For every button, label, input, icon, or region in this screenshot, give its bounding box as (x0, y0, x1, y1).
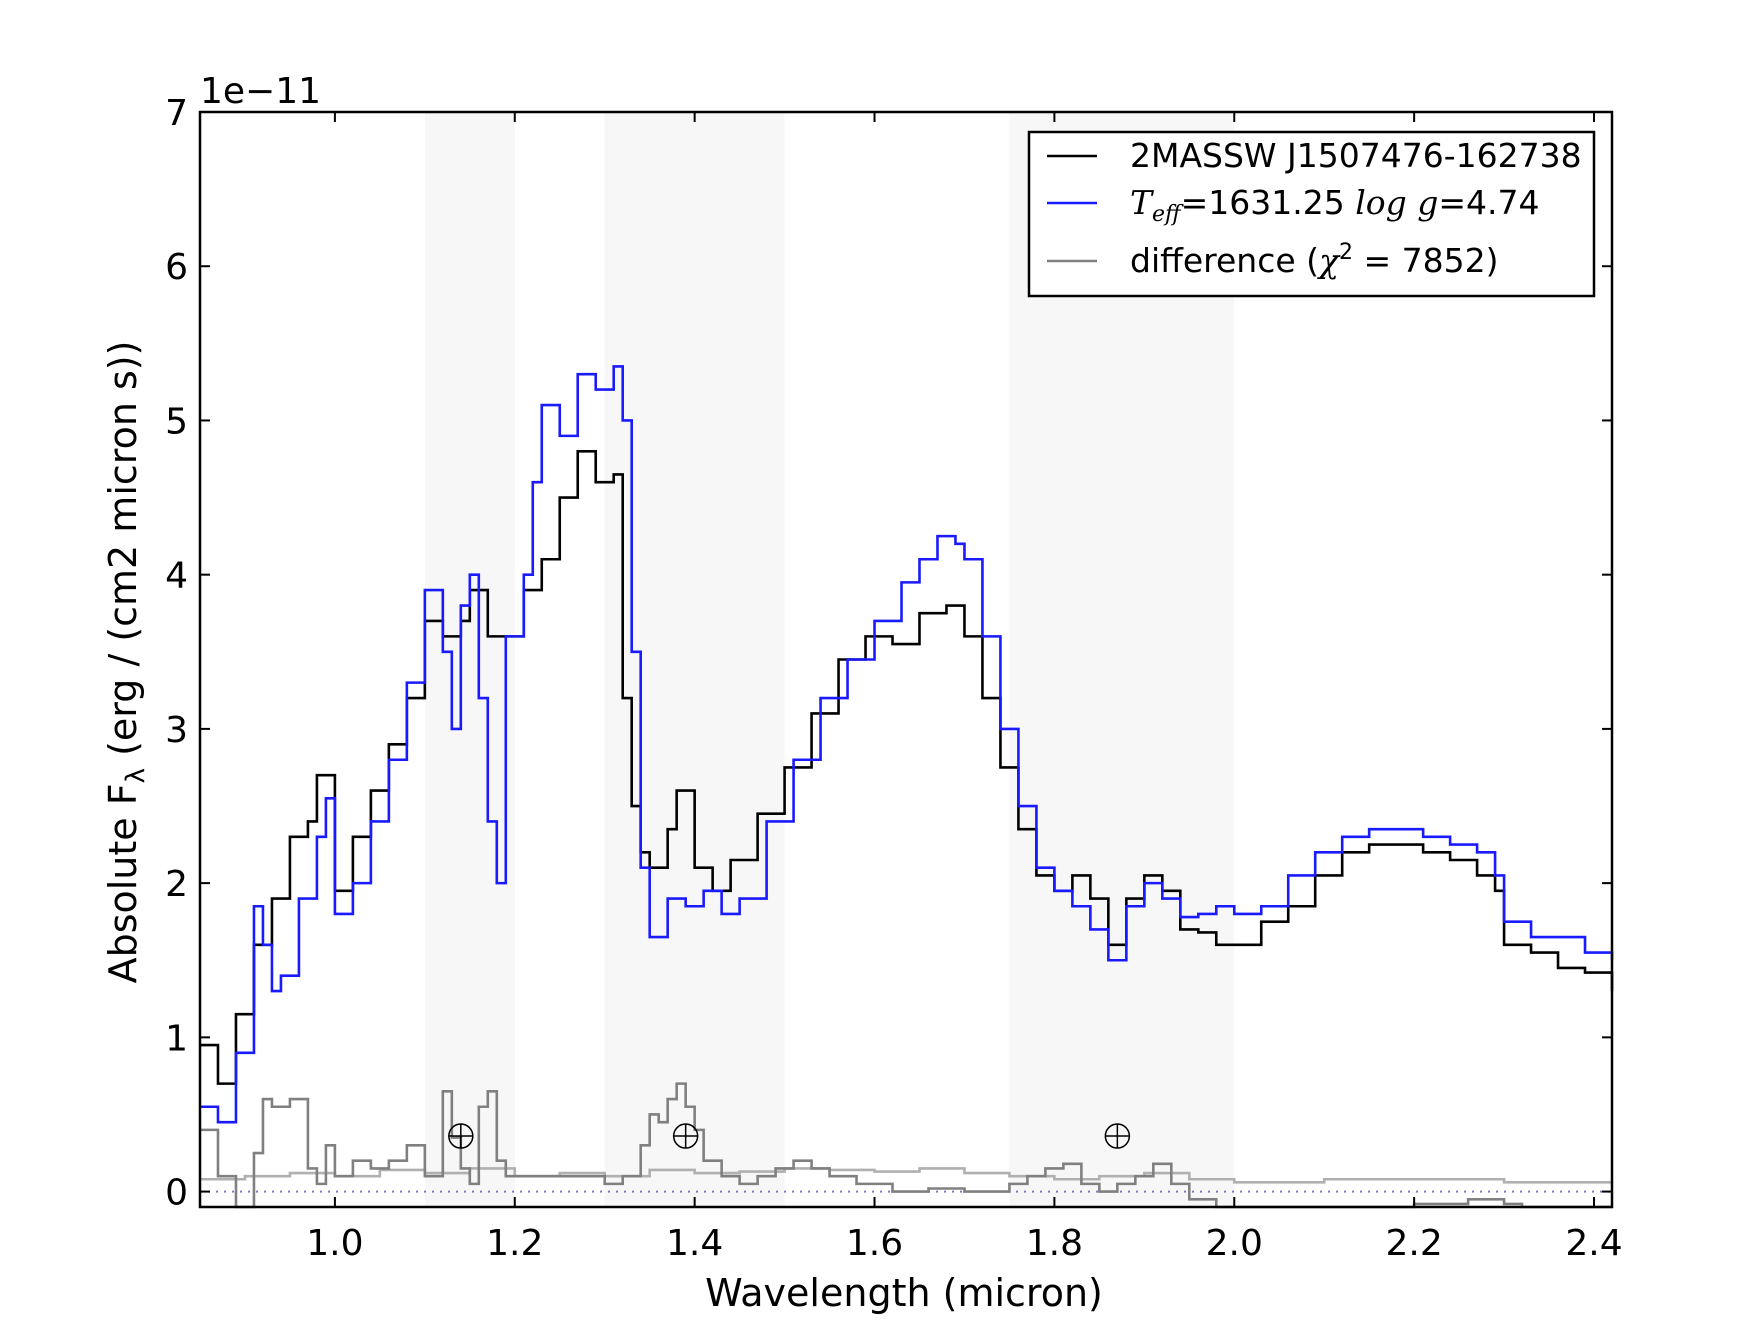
y-tick-label-3: 3 (165, 710, 188, 751)
legend-chi-sup: 2 (1339, 240, 1353, 265)
y-label-rest: (erg / (cm2 micron s)) (101, 341, 145, 768)
x-tick-label-1: 1.2 (486, 1223, 543, 1264)
telluric-markers (448, 1123, 1131, 1149)
legend-chi-value: = 7852) (1353, 241, 1499, 280)
series-1-line (200, 365, 1614, 1124)
legend-diff-prefix: difference ( (1130, 241, 1319, 280)
legend-teff-sub: eff (1152, 202, 1184, 227)
y-tick-label-2: 2 (165, 864, 188, 905)
legend-teff-value: =1631.25 (1181, 183, 1356, 222)
legend-label-model: Teff=1631.25 log g=4.74 (1130, 183, 1540, 227)
y-tick-label-1: 1 (165, 1018, 188, 1059)
x-tick-label-7: 2.4 (1565, 1223, 1622, 1264)
legend-logg-value: =4.74 (1438, 183, 1539, 222)
legend-label-observed: 2MASSW J1507476-162738 (1130, 136, 1582, 175)
plot-area (200, 365, 1614, 1209)
legend-logg-symbol: log g (1355, 183, 1438, 222)
y-tick-label-0: 0 (165, 1173, 188, 1214)
x-tick-label-0: 1.0 (306, 1223, 363, 1264)
legend-box (1027, 130, 1596, 298)
shaded-band-1 (604, 112, 785, 1207)
telluric-marker-2 (1104, 1123, 1131, 1149)
y-label-sub: λ (121, 768, 151, 783)
legend-label-difference: difference (χ2 = 7852) (1130, 240, 1499, 280)
y-axis-label: Absolute Fλ (erg / (cm2 micron s)) (101, 341, 151, 984)
x-tick-label-3: 1.6 (846, 1223, 903, 1264)
x-tick-label-5: 2.0 (1206, 1223, 1263, 1264)
y-tick-label-6: 6 (165, 247, 188, 288)
y-offset-label: 1e−11 (200, 71, 321, 112)
x-tick-label-4: 1.8 (1026, 1223, 1083, 1264)
legend-teff-symbol: T (1130, 183, 1155, 222)
y-tick-label-4: 4 (165, 556, 188, 597)
shaded-band-0 (424, 112, 515, 1207)
telluric-marker-0 (448, 1123, 474, 1149)
x-axis-label: Wavelength (micron) (705, 1271, 1103, 1315)
legend: 2MASSW J1507476-162738 Teff=1631.25 log … (1027, 130, 1596, 298)
series-3-line (200, 1167, 1612, 1184)
axes: 1.0 1.2 1.4 1.6 1.8 2.0 2.2 2.4 0 1 2 3 4 5 6 7 (165, 93, 1623, 1264)
x-tick-label-2: 1.4 (666, 1223, 723, 1264)
series-2-line (200, 1082, 1612, 1209)
y-tick-label-7: 7 (165, 93, 188, 134)
y-tick-label-5: 5 (165, 401, 188, 442)
legend-chi-symbol: χ (1317, 241, 1341, 280)
axes-frame (198, 110, 1614, 1209)
x-tick-label-6: 2.2 (1386, 1223, 1443, 1264)
y-label-main: Absolute F (101, 783, 145, 983)
series-0-line (200, 449, 1614, 1085)
telluric-marker-1 (672, 1123, 699, 1149)
